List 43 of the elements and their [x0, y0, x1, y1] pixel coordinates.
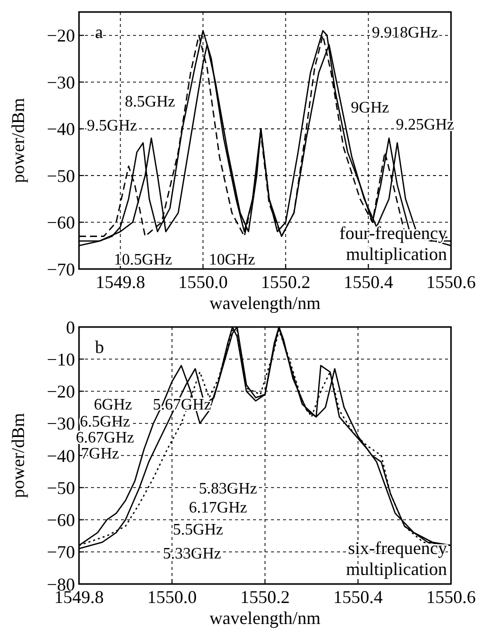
annotation: 6.5GHz — [80, 414, 130, 431]
y-tick-label: −50 — [46, 478, 75, 498]
y-tick-label: −40 — [46, 119, 75, 140]
x-axis-title: wavelength/nm — [210, 293, 320, 313]
x-tick-label: 1549.8 — [96, 272, 146, 292]
annotation: 5.5GHz — [172, 522, 224, 539]
y-tick-label: −60 — [46, 510, 75, 530]
x-tick-label: 1550.4 — [344, 272, 394, 292]
y-tick-label: −20 — [46, 26, 75, 46]
annotation: 10GHz — [208, 252, 256, 269]
annotation: 9GHz — [350, 100, 390, 117]
y-tick-label: −10 — [46, 349, 75, 370]
y-tick-label: −20 — [46, 382, 75, 402]
x-tick-label: 1550.2 — [260, 272, 310, 292]
y-tick-label: −30 — [46, 414, 75, 434]
y-tick-label: −30 — [46, 72, 75, 92]
annotation: six-frequency multiplication — [346, 538, 447, 579]
annotation: 6.17GHz — [188, 500, 248, 517]
x-tick-label: 1550.6 — [426, 587, 476, 607]
y-tick-label: −60 — [46, 212, 75, 233]
annotation: 9.5GHz — [86, 118, 138, 135]
annotation: 5.33GHz — [162, 546, 222, 563]
annotation: 8.5GHz — [124, 94, 176, 111]
annotation: a — [95, 22, 103, 42]
annotation: 6GHz — [94, 396, 132, 414]
x-tick-label: 1550.4 — [333, 587, 383, 607]
x-tick-label: 1550.6 — [426, 272, 476, 292]
y-tick-label: −70 — [46, 259, 75, 280]
annotation: b — [95, 337, 104, 357]
annotation: 9.918GHz — [372, 24, 438, 42]
x-tick-label: 1550.0 — [178, 272, 228, 292]
x-axis-title: wavelength/nm — [210, 608, 320, 628]
y-axis-title: power/dBm — [8, 98, 28, 183]
annotation: 7GHz — [80, 446, 120, 463]
y-tick-label: −50 — [46, 166, 75, 186]
y-tick-label: 0 — [66, 317, 75, 338]
annotation: 10.5GHz — [114, 252, 172, 269]
annotation: 5.83GHz — [198, 480, 258, 498]
y-tick-label: −70 — [46, 542, 75, 562]
x-tick-label: 1550.2 — [240, 587, 290, 607]
y-tick-label: −40 — [46, 446, 75, 466]
x-tick-label: 1550.0 — [147, 587, 197, 607]
y-axis-title: power/dBm — [8, 413, 28, 498]
